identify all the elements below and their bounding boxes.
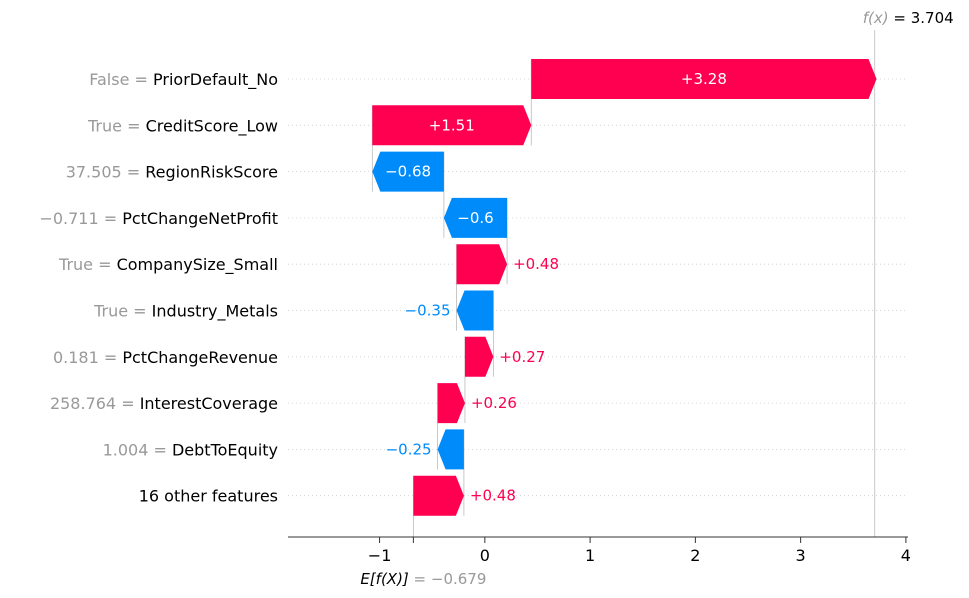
feature-name: Industry_Metals (152, 302, 278, 322)
feature-label: 0.181 = PctChangeRevenue (53, 348, 278, 367)
shap-value-label: +0.48 (513, 255, 559, 273)
base-value-label: E[f(X)] = −0.679 (360, 570, 486, 588)
feature-label: 1.004 = DebtToEquity (103, 440, 278, 459)
feature-label: 258.764 = InterestCoverage (50, 394, 278, 413)
final-value-prefix: f(x) (863, 9, 889, 27)
negative-contribution-bar (443, 197, 508, 238)
x-tick-label: 1 (585, 546, 595, 565)
final-value-label: f(x) = 3.704 (863, 9, 954, 27)
shap-value-label: −0.6 (457, 209, 493, 227)
x-tick-label: 2 (690, 546, 700, 565)
feature-label: True = Industry_Metals (93, 302, 278, 322)
feature-value: 0.181 = (53, 348, 122, 367)
feature-name: RegionRiskScore (145, 163, 278, 182)
shap-value-label: +0.26 (471, 394, 517, 412)
feature-value: 1.004 = (103, 440, 172, 459)
shap-value-label: +3.28 (681, 70, 727, 88)
feature-label: −0.711 = PctChangeNetProfit (39, 209, 278, 228)
final-value-text: = 3.704 (889, 9, 954, 27)
feature-name: PctChangeNetProfit (122, 209, 278, 228)
shap-value-label: −0.25 (386, 440, 432, 458)
feature-value: −0.711 = (39, 209, 122, 228)
negative-contribution-bar (456, 290, 494, 331)
feature-name: InterestCoverage (140, 394, 278, 413)
x-tick-label: 4 (901, 546, 911, 565)
x-axis: −1 0 1 2 3 4 E[f(X)] = −0.679 f(x) = 3.704 (288, 9, 954, 588)
contribution-bars: +3.28 +1.51 −0.68 −0.6 +0.48 −0.35 +0.27 +0.26 −… (372, 59, 877, 516)
shap-value-label: +0.48 (470, 487, 516, 505)
negative-contribution-bar (372, 151, 444, 192)
feature-value: 258.764 = (50, 394, 140, 413)
feature-value: False = (89, 70, 153, 89)
positive-contribution-bar (531, 59, 877, 99)
shap-value-label: −0.35 (405, 302, 451, 320)
base-value-prefix: E[f(X)] (360, 570, 409, 588)
feature-value: True = (58, 255, 117, 274)
feature-label: 37.505 = RegionRiskScore (66, 163, 278, 182)
feature-labels: False = PriorDefault_No True = CreditScor… (39, 70, 278, 506)
positive-contribution-bar (372, 105, 532, 146)
positive-contribution-bar (437, 383, 465, 424)
negative-contribution-bar (437, 429, 464, 470)
shap-value-label: +1.51 (429, 116, 475, 134)
x-tick-label: −1 (368, 546, 392, 565)
feature-name: CompanySize_Small (117, 255, 278, 275)
feature-name: PctChangeRevenue (122, 348, 278, 367)
positive-contribution-bar (464, 336, 494, 377)
feature-name: PriorDefault_No (153, 70, 278, 90)
positive-contribution-bar (456, 244, 508, 285)
feature-value: True = (87, 116, 146, 135)
feature-label: False = PriorDefault_No (89, 70, 278, 90)
feature-label: True = CompanySize_Small (58, 255, 278, 275)
feature-label: 16 other features (139, 487, 278, 506)
feature-name: DebtToEquity (172, 440, 278, 459)
x-tick-label: 3 (796, 546, 806, 565)
x-tick-label: 0 (480, 546, 490, 565)
positive-contribution-bar (413, 475, 464, 516)
feature-name: CreditScore_Low (146, 116, 278, 136)
feature-name: 16 other features (139, 487, 278, 506)
shap-value-label: −0.68 (385, 163, 431, 181)
feature-value: 37.505 = (66, 163, 146, 182)
base-value-text: = −0.679 (409, 570, 487, 588)
feature-label: True = CreditScore_Low (87, 116, 278, 136)
feature-value: True = (93, 302, 152, 321)
shap-value-label: +0.27 (499, 348, 545, 366)
